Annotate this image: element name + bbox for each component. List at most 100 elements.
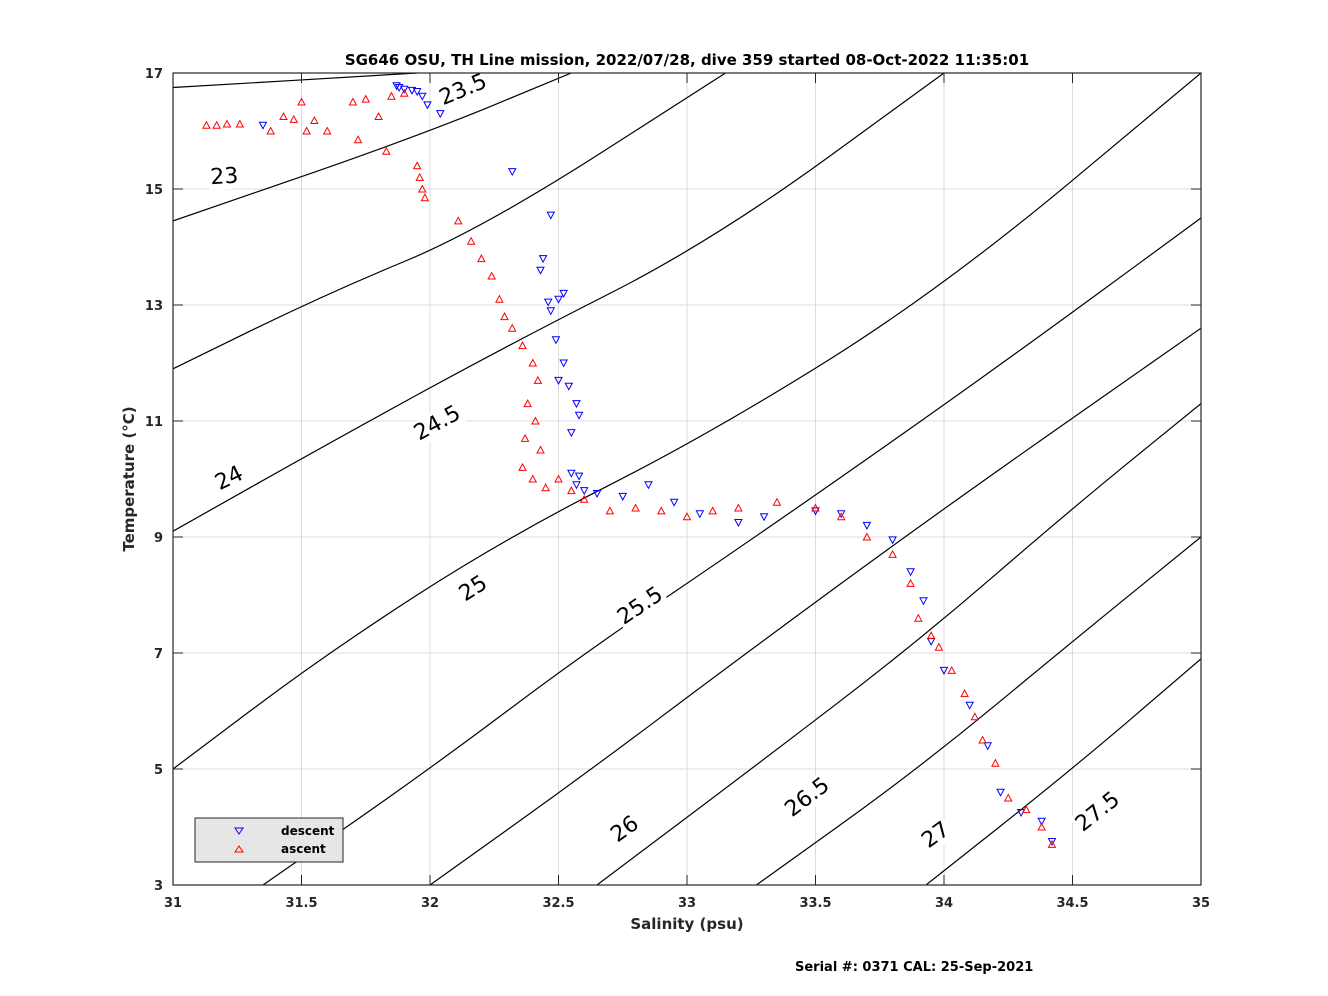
- ascent-point: [500, 312, 509, 321]
- ascent-point: [1037, 822, 1046, 831]
- descent-point: [392, 82, 401, 91]
- ascent-point: [266, 126, 275, 135]
- descent-point: [559, 289, 568, 298]
- ascent-point: [913, 613, 923, 622]
- descent-point: [554, 376, 563, 385]
- ascent-point: [528, 474, 538, 483]
- ascent-point: [811, 503, 820, 512]
- ascent-point: [495, 294, 504, 303]
- descent-point: [574, 411, 584, 420]
- ascent-point: [374, 111, 383, 120]
- ascent-point: [322, 126, 332, 135]
- descent-point: [572, 481, 581, 490]
- x-tick-label: 34: [935, 896, 953, 911]
- x-tick-label: 35: [1192, 896, 1210, 911]
- ascent-point: [772, 497, 782, 506]
- ascent-point: [926, 631, 936, 640]
- ascent-point: [310, 116, 319, 125]
- descent-point: [546, 307, 556, 316]
- ascent-point: [412, 161, 422, 170]
- contour-line: [262, 217, 1201, 885]
- contour-line: [925, 658, 1201, 885]
- descent-point: [407, 86, 417, 95]
- y-axis-label: Temperature (°C): [120, 406, 138, 551]
- ascent-point: [528, 358, 538, 367]
- descent-point: [983, 742, 993, 751]
- y-tick-label: 5: [154, 763, 163, 778]
- ascent-point: [415, 172, 425, 181]
- ascent-point: [541, 483, 550, 492]
- ascent-point: [1021, 805, 1031, 814]
- ascent-point: [477, 254, 486, 263]
- x-tick-label: 32.5: [542, 896, 574, 911]
- x-axis-label: Salinity (psu): [630, 915, 743, 933]
- y-tick-label: 11: [145, 415, 163, 430]
- descent-point: [417, 92, 427, 101]
- ascent-point: [297, 97, 306, 106]
- y-tick-label: 7: [154, 647, 163, 662]
- ascent-point: [453, 216, 463, 225]
- ascent-point: [947, 665, 957, 674]
- ascent-point: [518, 341, 527, 350]
- ascent-point: [1003, 793, 1013, 802]
- descent-point: [919, 597, 928, 606]
- ascent-point: [836, 512, 846, 521]
- contour-line: [173, 73, 572, 222]
- descent-point: [939, 666, 949, 675]
- descent-point: [567, 469, 576, 478]
- x-tick-label: 33.5: [799, 896, 831, 911]
- density-contours: [173, 73, 1201, 885]
- contour-label-bg: [453, 569, 494, 608]
- contour-line: [173, 73, 945, 532]
- chart-title: SG646 OSU, TH Line mission, 2022/07/28, …: [345, 51, 1029, 69]
- ascent-point: [348, 97, 358, 106]
- contour-label-bg: [209, 460, 250, 497]
- contour-label-bg: [1069, 785, 1127, 839]
- descent-point: [554, 295, 563, 304]
- ascent-point: [605, 506, 615, 515]
- ascent-point: [353, 135, 363, 144]
- descent-point: [996, 788, 1005, 797]
- ascent-point: [387, 91, 396, 100]
- contour-label-bg: [778, 771, 837, 824]
- contour-label-bg: [604, 810, 646, 849]
- descent-point: [258, 121, 268, 130]
- ascent-point: [888, 549, 897, 558]
- x-tick-label: 31: [164, 896, 182, 911]
- descent-point: [669, 498, 679, 507]
- ascent-point: [960, 689, 969, 698]
- ascent-point: [222, 119, 232, 128]
- ascent-point: [235, 119, 245, 128]
- y-tick-label: 13: [145, 299, 163, 314]
- descent-point: [965, 701, 975, 710]
- descent-point: [574, 472, 584, 481]
- ascent-point: [533, 375, 543, 384]
- descent-point: [1037, 817, 1046, 826]
- ascent-point: [682, 512, 692, 521]
- ascent-point: [361, 94, 371, 103]
- descent-point: [559, 359, 568, 368]
- descent-point: [536, 266, 545, 275]
- descent-point: [888, 536, 897, 545]
- ascent-point: [302, 126, 311, 135]
- x-tick-label: 34.5: [1056, 896, 1088, 911]
- descent-point: [572, 400, 581, 409]
- descent-point: [412, 88, 422, 97]
- descent-point: [695, 510, 705, 519]
- ascent-point: [536, 445, 545, 454]
- contour-label-bg: [915, 815, 957, 855]
- ascent-point: [567, 486, 576, 495]
- legend-ascent-marker: [234, 845, 244, 853]
- ascent-point: [487, 271, 497, 280]
- x-tick-label: 31.5: [285, 896, 317, 911]
- descent-point: [435, 110, 445, 119]
- contour-line: [596, 403, 1201, 885]
- descent-point: [546, 211, 556, 220]
- ascent-point: [212, 120, 222, 129]
- contour-line: [173, 73, 1201, 770]
- y-tick-label: 3: [154, 879, 163, 894]
- legend-box: [194, 817, 344, 863]
- descent-point: [836, 510, 846, 519]
- ascent-point: [279, 111, 288, 120]
- ascent-point: [734, 503, 743, 512]
